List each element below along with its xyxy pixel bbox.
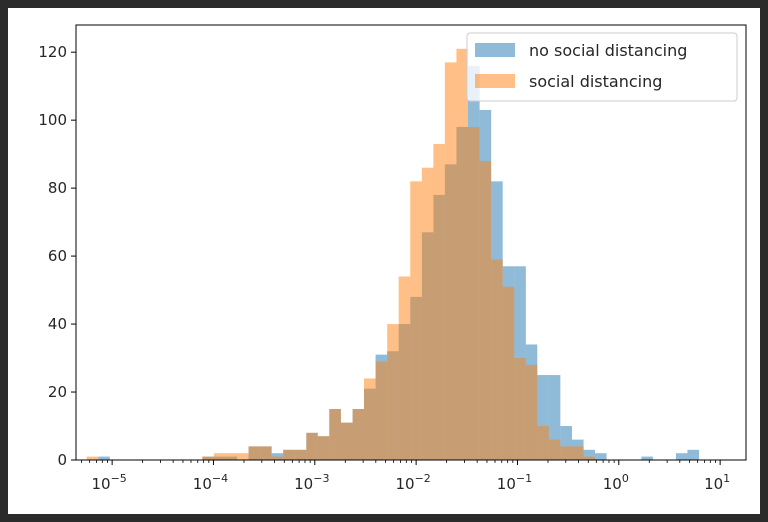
y-tick-label: 100 [38, 111, 67, 129]
histogram-bar [248, 446, 261, 460]
histogram-bar [433, 143, 445, 460]
legend-label-social-distancing: social distancing [529, 72, 662, 91]
histogram-bar [537, 375, 549, 460]
histogram-bar [502, 286, 515, 460]
histogram-bar [375, 361, 388, 460]
histogram-bar [641, 456, 653, 460]
x-tick-label: 10−5 [91, 472, 126, 493]
y-tick-label: 60 [48, 247, 67, 265]
histogram-bar [514, 358, 526, 460]
histogram-bar [86, 456, 99, 460]
histogram-bar [398, 276, 411, 460]
histogram-bar [294, 449, 307, 460]
histogram-bar [525, 364, 538, 460]
histogram-bar [479, 160, 492, 460]
x-tick-label: 10−2 [395, 472, 430, 493]
histogram-bar [98, 456, 110, 460]
histogram-bar [340, 422, 353, 460]
histogram-bar [595, 453, 607, 460]
histogram-bar [456, 48, 469, 460]
y-tick-label: 0 [57, 451, 67, 469]
histogram-bar [306, 432, 318, 460]
histogram-bar [571, 446, 584, 460]
x-axis: 10−5 10−4 10−3 10−2 10−1 100 101 [81, 460, 730, 493]
histogram-bar [421, 167, 434, 460]
legend-swatch-social-distancing [475, 74, 515, 88]
histogram-bar [237, 453, 249, 460]
histogram-bar [687, 449, 700, 460]
y-tick-label: 40 [48, 315, 67, 333]
y-tick-label: 120 [38, 43, 67, 61]
histogram-bar [548, 375, 561, 460]
histogram-bar [329, 409, 341, 460]
histogram-bar [583, 449, 596, 460]
y-axis: 0 20 40 60 80 100 120 [38, 43, 76, 469]
legend-swatch-no-social-distancing [475, 43, 515, 57]
y-tick-label: 80 [48, 179, 67, 197]
histogram-bar [317, 436, 330, 460]
series-social-distancing-bars [86, 48, 596, 460]
figure-frame: 0 20 40 60 80 100 120 10−5 10−4 10−3 10−2 10−1 100 1… [8, 8, 760, 514]
histogram-bar [548, 439, 561, 460]
x-tick-label: 10−4 [193, 472, 228, 493]
legend-box [466, 32, 738, 102]
y-tick-label: 20 [48, 383, 67, 401]
histogram-bar [213, 453, 226, 460]
histogram-bar [352, 409, 365, 460]
legend-label-no-social-distancing: no social distancing [529, 41, 687, 60]
histogram-bar [260, 446, 272, 460]
histogram-bar [444, 62, 457, 460]
histogram-bar [387, 324, 399, 460]
legend: no social distancing social distancing [466, 32, 738, 102]
histogram-bar [271, 456, 284, 460]
histogram-bar [560, 446, 572, 460]
x-tick-label: 100 [603, 472, 629, 493]
histogram-bar [491, 259, 503, 460]
plot-area-frame [75, 24, 747, 461]
histogram-bar [283, 449, 295, 460]
histogram-bar [202, 456, 214, 460]
histogram-bar [225, 453, 238, 460]
histogram-bar [560, 426, 572, 460]
histogram-bar [410, 181, 422, 460]
histogram-bar [583, 456, 596, 460]
histogram-bar [537, 426, 549, 460]
x-tick-label: 10−3 [294, 472, 329, 493]
x-tick-label: 10−1 [497, 472, 532, 493]
histogram-bar [468, 126, 480, 460]
x-tick-label: 101 [704, 472, 730, 493]
histogram-bar [675, 453, 688, 460]
histogram-bar [364, 378, 376, 460]
